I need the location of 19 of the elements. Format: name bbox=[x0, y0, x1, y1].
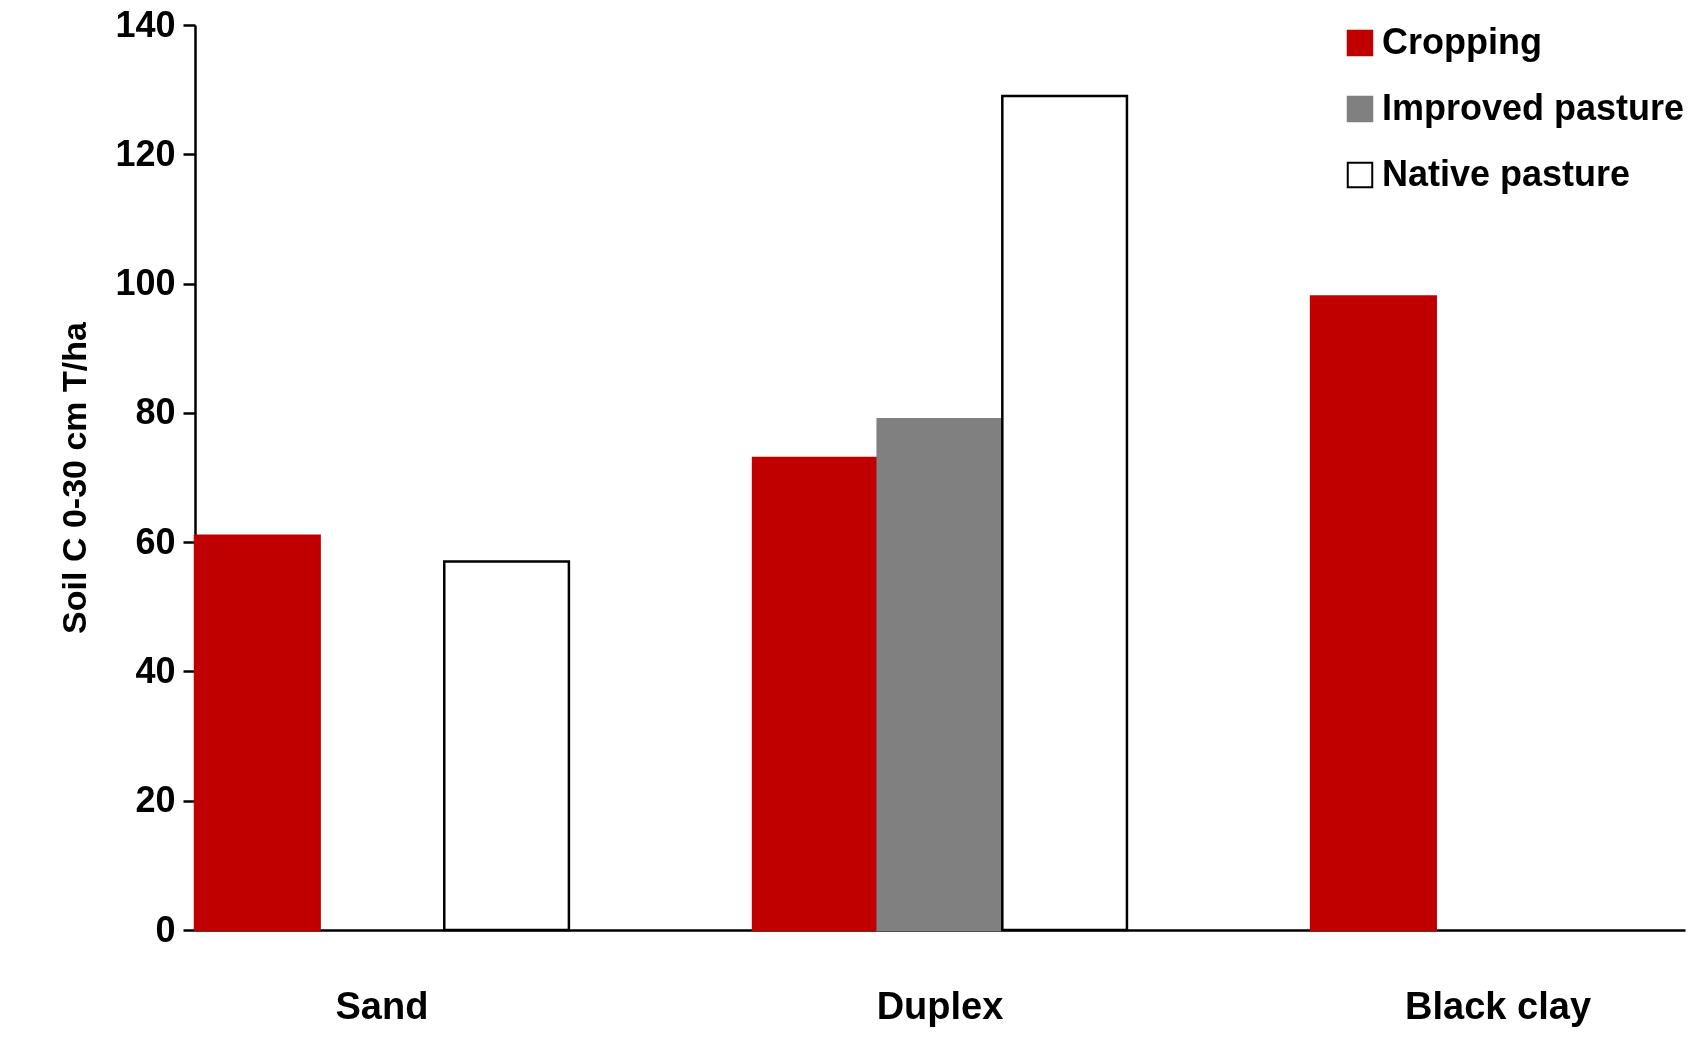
y-axis-title: Soil C 0-30 cm T/ha bbox=[55, 321, 94, 634]
y-tick-label: 80 bbox=[135, 391, 176, 433]
legend-label: Native pasture bbox=[1382, 153, 1631, 194]
y-tick-label: 100 bbox=[115, 262, 176, 304]
x-tick-label: Sand bbox=[335, 984, 429, 1027]
bar bbox=[193, 534, 321, 932]
y-tick-label: 120 bbox=[115, 132, 176, 174]
y-tick-label: 20 bbox=[135, 779, 176, 821]
y-tick-label: 60 bbox=[135, 520, 176, 562]
y-tick-label: 140 bbox=[115, 3, 176, 45]
y-tick-label: 40 bbox=[135, 649, 176, 691]
legend-label: Cropping bbox=[1382, 21, 1542, 62]
legend-label: Improved pasture bbox=[1382, 87, 1685, 128]
y-tick-label: 0 bbox=[155, 908, 176, 950]
x-tick-label: Black clay bbox=[1405, 984, 1592, 1027]
bar bbox=[751, 456, 879, 932]
x-tick-label: Duplex bbox=[876, 984, 1004, 1027]
bar bbox=[876, 418, 1004, 932]
bar bbox=[1309, 295, 1437, 932]
